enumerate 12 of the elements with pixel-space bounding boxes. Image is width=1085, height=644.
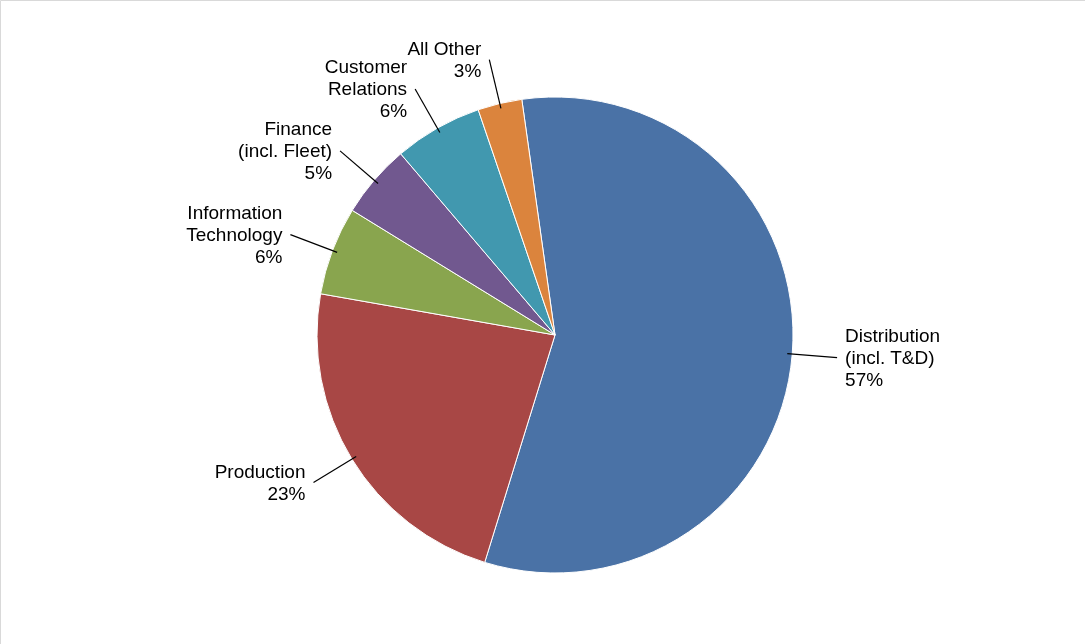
data-label: 57%: [845, 368, 884, 390]
slice-label: Distribution (incl. T&D): [845, 324, 941, 368]
data-label: 5%: [304, 161, 333, 183]
data-label: 23%: [267, 482, 306, 504]
slice-label: Information Technology: [186, 201, 283, 245]
data-label: 3%: [453, 59, 482, 81]
slice-label: Production: [214, 460, 306, 482]
slice-label: All Other: [407, 37, 482, 59]
slice-label: Customer Relations: [324, 55, 408, 99]
data-label: 6%: [379, 99, 408, 121]
data-label: 6%: [254, 245, 283, 267]
slice-label: Finance (incl. Fleet): [238, 117, 333, 161]
